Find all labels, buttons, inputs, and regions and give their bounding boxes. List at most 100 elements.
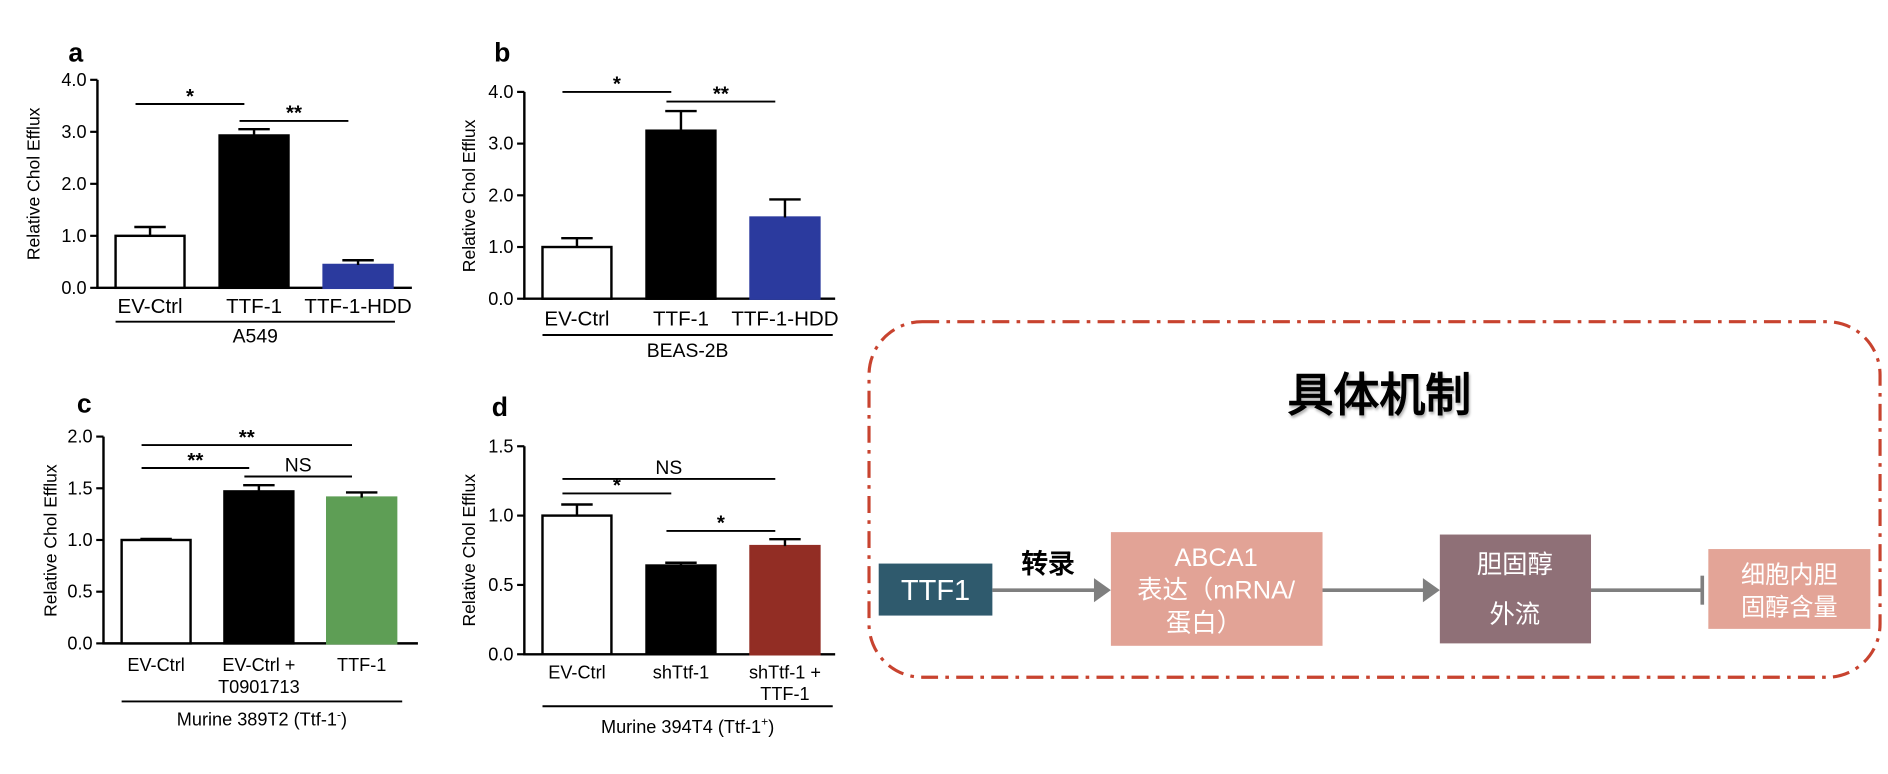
edge-arrow: [1322, 578, 1440, 603]
bar: [541, 245, 613, 300]
x-tick-label: EV-Ctrl: [544, 307, 609, 330]
node-abca1-line: 表达（mRNA/: [1137, 577, 1296, 605]
significance-label: *: [613, 474, 621, 497]
x-tick-label: EV-Ctrl: [118, 295, 183, 318]
x-tick-label: TTF-1: [653, 307, 709, 330]
bar: [218, 134, 290, 290]
error-bar: [665, 109, 697, 131]
y-tick-label: 1.5: [67, 478, 92, 498]
error-bar: [561, 237, 593, 248]
y-axis-title: Relative Chol Efflux: [459, 474, 479, 627]
node-abca1-line: ABCA1: [1175, 544, 1258, 572]
bar: [322, 263, 394, 290]
panel-label: c: [77, 388, 92, 418]
x-tick-label: shTtf-1 +: [749, 662, 821, 682]
significance-label: **: [187, 449, 203, 472]
y-tick-label: 1.0: [488, 506, 513, 526]
x-tick-label: TTF-1: [337, 655, 386, 675]
bar: [749, 216, 821, 300]
x-tick-label: EV-Ctrl: [127, 655, 184, 675]
x-tick-label: T0901713: [218, 677, 300, 697]
significance-label: NS: [655, 457, 682, 479]
error-bar: [665, 561, 697, 566]
mechanism-title: 具体机制: [1287, 369, 1471, 421]
y-tick-label: 3.0: [61, 122, 86, 142]
y-tick-label: 1.0: [61, 226, 86, 246]
y-axis-title: Relative Chol Efflux: [459, 119, 479, 272]
group-label: BEAS-2B: [647, 340, 729, 362]
node-ttf1-box: [878, 563, 993, 616]
group-label: Murine 394T4 (Ttf-1+): [601, 715, 774, 737]
edge-inhibition: [1591, 575, 1705, 605]
y-tick-label: 2.0: [61, 174, 86, 194]
y-tick-label: 4.0: [61, 70, 86, 90]
arrow-head-icon: [1422, 578, 1440, 603]
x-tick-label: TTF-1-HDD: [731, 307, 838, 330]
node-cholesterol-efflux: 胆固醇 外流: [1439, 534, 1592, 644]
bar: [114, 234, 186, 290]
y-tick-label: 1.0: [488, 237, 513, 257]
node-intracellular-cholesterol: 细胞内胆 固醇含量: [1708, 549, 1871, 629]
arrow-head-icon: [1093, 578, 1111, 603]
error-bar: [345, 491, 378, 498]
error-bar: [243, 483, 275, 492]
y-tick-label: 1.0: [67, 530, 92, 550]
significance-label: **: [713, 82, 729, 105]
edge-label-transcription: 转录: [1021, 549, 1075, 579]
y-tick-label: 0.0: [488, 289, 513, 309]
x-tick-label: EV-Ctrl +: [222, 655, 295, 675]
group-label-superscript: +: [761, 715, 768, 729]
y-tick-label: 0.0: [61, 278, 86, 298]
node-cholesterol-efflux-line: 胆固醇: [1477, 551, 1553, 579]
x-tick-label: TTF-1-HDD: [304, 295, 411, 318]
y-tick-label: 3.0: [488, 134, 513, 154]
node-intracellular-cholesterol-line: 固醇含量: [1741, 595, 1838, 622]
error-bar: [342, 259, 374, 265]
edge-transcription-arrow: 转录: [992, 549, 1111, 603]
x-tick-label: TTF-1: [226, 295, 282, 318]
y-tick-label: 0.0: [488, 644, 513, 664]
group-label-end: ): [341, 710, 347, 730]
bar-charts-area: a Relative Chol Efflux 0.0 1.0 2.0 3.0 4.0 EV-C…: [23, 38, 838, 737]
significance-label: *: [186, 85, 194, 108]
group-label-text: BEAS-2B: [647, 340, 729, 362]
error-bar: [769, 198, 801, 218]
node-abca1: ABCA1 表达（mRNA/ 蛋白）: [1110, 532, 1323, 646]
bar: [645, 129, 717, 300]
y-tick-label: 2.0: [67, 427, 92, 447]
group-label: A549: [233, 325, 278, 347]
node-abca1-line: 蛋白）: [1166, 609, 1242, 637]
node-ttf1-label: TTF1: [901, 575, 970, 607]
node-ttf1: TTF1: [878, 563, 993, 616]
chart-panel-a: a Relative Chol Efflux 0.0 1.0 2.0 3.0 4.0 EV-C…: [23, 38, 412, 347]
bar: [223, 490, 295, 645]
chart-panel-b: b Relative Chol Efflux 0.0 1.0 2.0 3.0 4.0 EV-C…: [459, 38, 839, 362]
significance-label: **: [286, 102, 302, 125]
panel-label: d: [492, 392, 508, 422]
bar: [749, 544, 821, 656]
significance-label: NS: [285, 455, 312, 477]
significance-label: **: [239, 426, 255, 449]
error-bar: [140, 537, 172, 541]
x-tick-label: EV-Ctrl: [548, 662, 605, 682]
group-label-text: Murine 389T2 (Ttf-1: [177, 710, 337, 730]
node-cholesterol-efflux-line: 外流: [1489, 601, 1540, 629]
y-axis-title: Relative Chol Efflux: [40, 464, 60, 617]
node-cholesterol-efflux-box: [1439, 534, 1592, 644]
significance-label: *: [717, 512, 725, 535]
bar: [120, 538, 192, 645]
mechanism-diagram: 具体机制 TTF1 转录 ABCA1 表达（mRNA/ 蛋白） 胆固醇: [867, 320, 1882, 679]
bar: [541, 514, 613, 656]
error-bar: [769, 537, 801, 547]
error-bar: [238, 128, 270, 136]
y-tick-label: 2.0: [488, 185, 513, 205]
mechanism-frame: [867, 320, 1882, 679]
y-tick-label: 0.5: [488, 575, 513, 595]
y-tick-label: 1.5: [488, 436, 513, 456]
panel-label: b: [494, 38, 510, 68]
group-label-text: A549: [233, 325, 278, 347]
x-tick-label: shTtf-1: [653, 662, 709, 682]
x-tick-label: TTF-1: [760, 684, 809, 704]
significance-label: *: [613, 73, 621, 96]
